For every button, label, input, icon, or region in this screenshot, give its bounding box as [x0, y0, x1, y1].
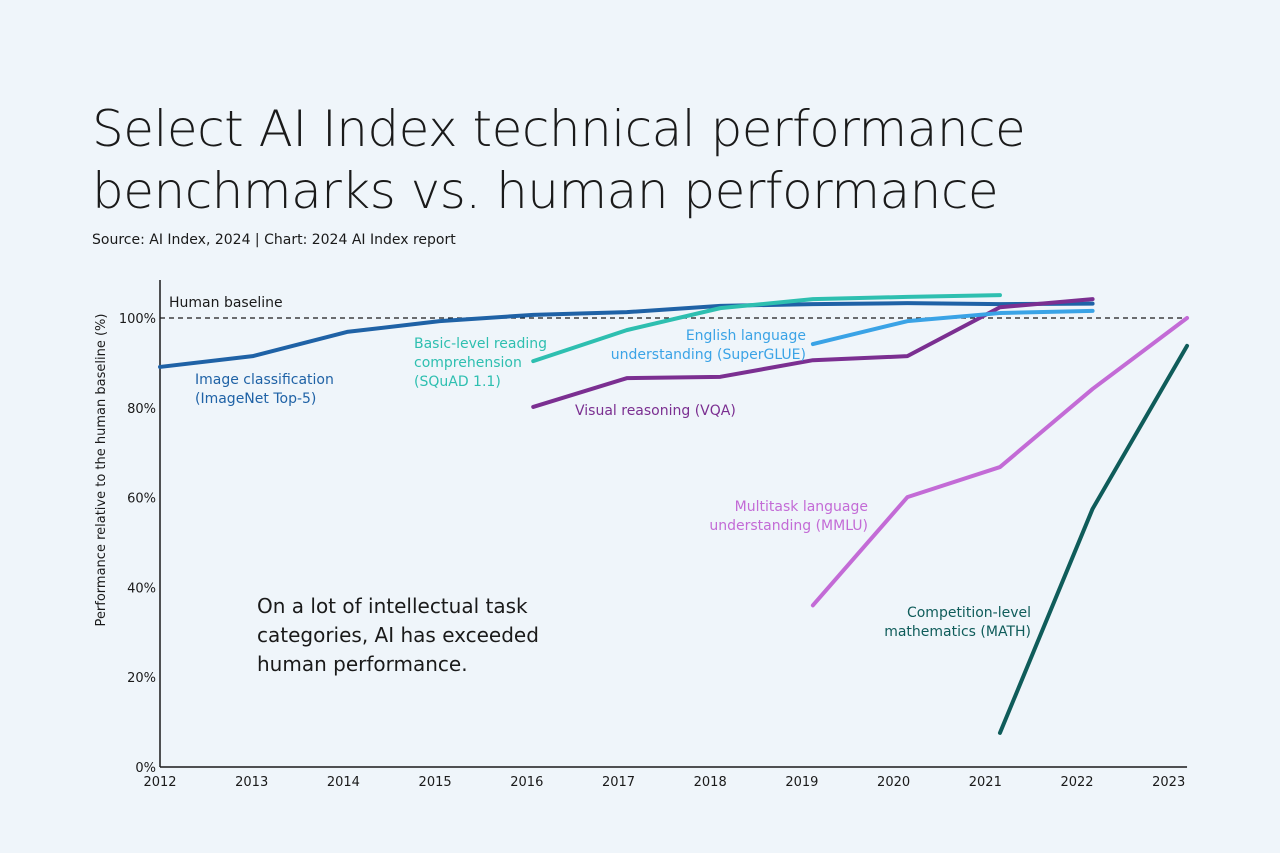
y-tick-label: 100% — [119, 312, 156, 327]
y-axis-label: Performance relative to the human baseli… — [94, 314, 109, 627]
series-label-1: Basic-level reading comprehension (SQuAD 1… — [414, 336, 547, 390]
series-label-line: (SQuAD 1.1) — [414, 374, 501, 390]
series-label-line: Visual reasoning (VQA) — [575, 403, 736, 419]
x-tick-label: 2018 — [694, 775, 727, 790]
series-label-2: Visual reasoning (VQA) — [575, 403, 736, 419]
series-line-4 — [810, 316, 1190, 608]
x-tick-label: 2017 — [602, 775, 635, 790]
series-label-3: English language understanding (SuperGLUE… — [611, 328, 806, 363]
y-tick-label: 20% — [127, 671, 156, 686]
chart-annotation: On a lot of intellectual task categories… — [257, 594, 539, 676]
series-label-line: Multitask language — [735, 499, 868, 515]
y-tick-label: 0% — [135, 761, 156, 776]
series-label-0: Image classification (ImageNet Top-5) — [195, 372, 334, 407]
series-label-4: Multitask language understanding (MMLU) — [709, 499, 868, 534]
x-tick-label: 2019 — [785, 775, 818, 790]
series-label-line: comprehension — [414, 355, 522, 371]
x-tick-label: 2021 — [969, 775, 1002, 790]
series-line-2 — [531, 297, 1095, 409]
series-label-line: understanding (SuperGLUE) — [611, 347, 806, 363]
y-tick-label: 40% — [127, 581, 156, 596]
human-baseline-label: Human baseline — [169, 295, 283, 311]
series-line-3 — [810, 308, 1095, 347]
series-label-line: (ImageNet Top-5) — [195, 391, 316, 407]
series-line-0 — [158, 301, 1095, 369]
x-tick-label: 2020 — [877, 775, 910, 790]
series-label-line: English language — [686, 328, 806, 344]
series-label-line: Competition-level — [907, 605, 1031, 621]
series-label-line: Image classification — [195, 372, 334, 388]
series-line-1 — [531, 293, 1002, 364]
series-label-line: Basic-level reading — [414, 336, 547, 352]
x-tick-label: 2016 — [510, 775, 543, 790]
x-tick-label: 2022 — [1060, 775, 1093, 790]
x-tick-label: 2014 — [327, 775, 360, 790]
x-tick-label: 2012 — [143, 775, 176, 790]
series-line-5 — [997, 343, 1190, 735]
series-label-5: Competition-level mathematics (MATH) — [884, 605, 1031, 640]
series-label-line: understanding (MMLU) — [709, 518, 868, 534]
x-tick-label: 2023 — [1152, 775, 1185, 790]
x-tick-label: 2015 — [419, 775, 452, 790]
series-label-line: mathematics (MATH) — [884, 624, 1031, 640]
y-tick-label: 80% — [127, 402, 156, 417]
chart-title: Select AI Index technical performance be… — [92, 100, 1026, 220]
x-tick-label: 2013 — [235, 775, 268, 790]
chart-source: Source: AI Index, 2024 | Chart: 2024 AI … — [92, 232, 456, 248]
y-tick-label: 60% — [127, 492, 156, 507]
